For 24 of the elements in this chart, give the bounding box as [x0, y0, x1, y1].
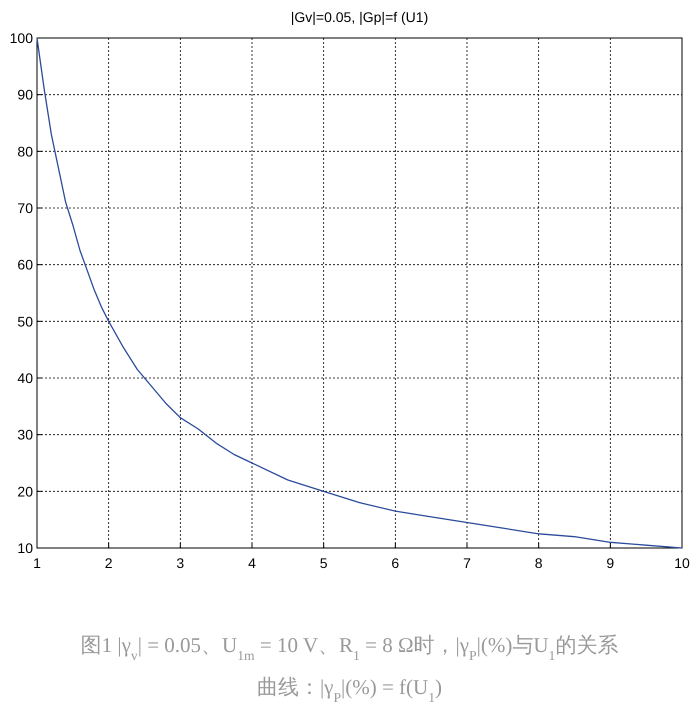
- text: 图1 |γ$_{v}$| = 0.05、U$_{1m}$ = 10 V、R$_{1}$ = 8 Ω时，|γ$_{P}$|(%)与U$_{1}$的关系: [80, 633, 618, 662]
- y-tick-label: 70: [17, 200, 34, 216]
- x-tick-label: 7: [463, 555, 472, 571]
- x-tick-label: 9: [606, 555, 614, 571]
- y-tick-label: 80: [17, 143, 34, 160]
- text: 曲线：|γ$_{P}$|(%) = f(U$_{1}$): [256, 675, 442, 704]
- x-tick-label: 1: [33, 555, 42, 571]
- y-tick-label: 90: [17, 86, 34, 103]
- x-tick-label: 8: [534, 555, 543, 571]
- y-tick-label: 20: [17, 483, 34, 500]
- y-tick-label: 50: [17, 313, 34, 330]
- y-tick-label: 60: [17, 256, 34, 273]
- x-tick-label: 3: [176, 555, 184, 571]
- y-tick-label: 10: [17, 540, 34, 556]
- y-tick-label: 40: [17, 370, 34, 386]
- chart-title: |Gv|=0.05, |Gp|=f (U1): [290, 9, 428, 25]
- y-tick-label: 100: [10, 30, 34, 46]
- y-tick-label: 30: [17, 426, 34, 443]
- x-tick-label: 4: [248, 555, 256, 571]
- x-tick-label: 10: [674, 555, 690, 571]
- x-tick-label: 5: [320, 555, 328, 571]
- x-tick-label: 6: [391, 555, 400, 571]
- line-series: [36, 37, 683, 549]
- x-tick-label: 2: [104, 555, 113, 571]
